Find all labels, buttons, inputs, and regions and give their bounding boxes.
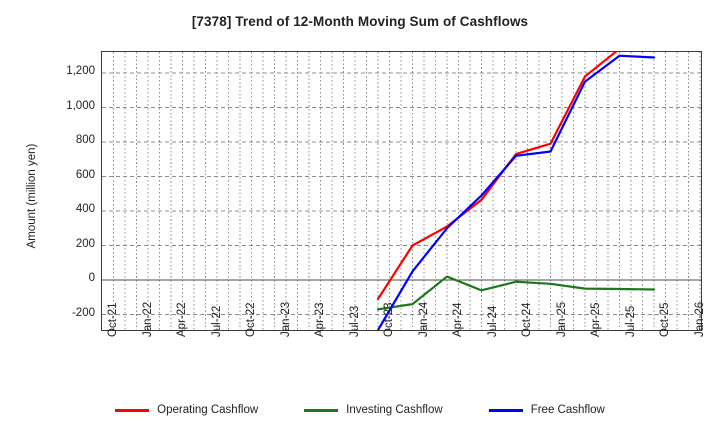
legend-color-swatch — [115, 408, 150, 412]
y-tick-text: 1,000 — [66, 99, 95, 112]
y-tick-text: 400 — [75, 203, 95, 215]
y-axis-label: Amount (million yen) — [26, 143, 38, 249]
y-tick-text: 1,200 — [66, 65, 95, 77]
x-tick-label: Apr-25 — [590, 302, 602, 337]
legend-color-swatch — [304, 408, 339, 412]
plot-area — [101, 51, 702, 331]
x-tick-label: Jul-23 — [348, 305, 361, 337]
y-tick-text: -200 — [71, 306, 95, 319]
y-tick-text: 0 — [88, 272, 95, 284]
plot-svg — [102, 52, 701, 330]
legend-color-swatch — [488, 408, 523, 412]
gridlines-minor — [113, 52, 701, 330]
legend-label: Free Cashflow — [530, 404, 605, 416]
x-tick-label: Jul-22 — [210, 305, 223, 337]
data-series-group — [376, 52, 656, 330]
gridlines-major — [102, 72, 701, 315]
x-tick-label: Apr-23 — [314, 302, 326, 337]
x-tick-label: Oct-24 — [521, 302, 533, 337]
x-tick-label: Jan-26 — [693, 301, 706, 337]
x-tick-label: Oct-21 — [107, 302, 119, 337]
legend-item[interactable]: Investing Cashflow — [304, 404, 443, 416]
page-title: [7378] Trend of 12-Month Moving Sum of C… — [191, 14, 529, 29]
x-tick-label: Apr-24 — [452, 302, 464, 337]
legend-item[interactable]: Operating Cashflow — [115, 404, 258, 416]
x-tick-label: Jan-23 — [279, 301, 292, 337]
legend-label: Investing Cashflow — [346, 404, 443, 416]
x-tick-label: Oct-25 — [659, 302, 671, 337]
legend-item[interactable]: Free Cashflow — [488, 404, 605, 416]
x-tick-label: Jul-24 — [486, 305, 499, 337]
x-tick-label: Oct-22 — [245, 302, 257, 337]
x-tick-label: Jan-24 — [417, 301, 430, 337]
x-tick-label: Jan-25 — [555, 301, 568, 337]
series-line-free-cashflow — [376, 54, 656, 330]
y-tick-text: 200 — [75, 237, 95, 250]
chart-legend: Operating Cashflow Investing Cashflow Free… — [0, 404, 720, 416]
x-tick-label: Jan-22 — [141, 301, 154, 337]
y-tick-text: 600 — [75, 168, 95, 181]
x-tick-label: Jul-25 — [624, 305, 637, 337]
x-tick-label: Oct-23 — [383, 302, 395, 337]
series-line-investing-cashflow — [376, 275, 656, 311]
x-tick-label: Apr-22 — [176, 302, 188, 337]
y-tick-text: 800 — [75, 134, 95, 146]
legend-label: Operating Cashflow — [157, 404, 259, 416]
series-line-operating-cashflow — [376, 52, 618, 301]
